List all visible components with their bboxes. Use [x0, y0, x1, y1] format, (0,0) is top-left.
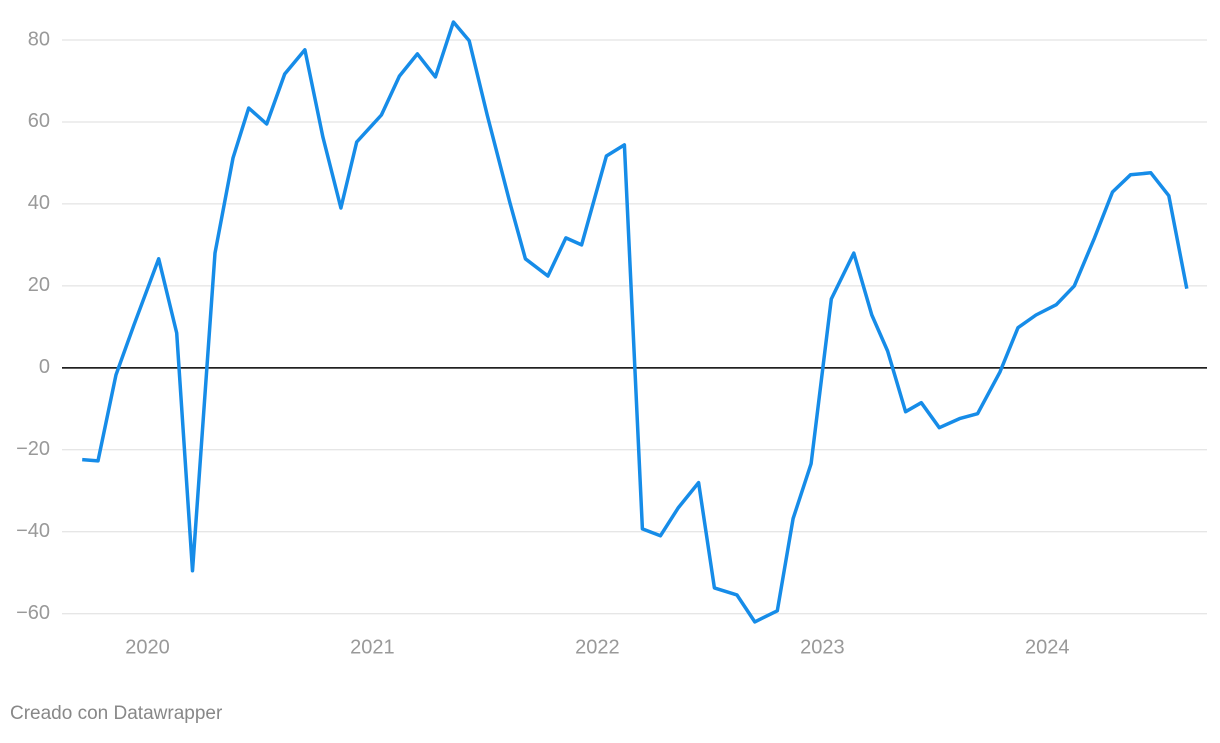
- x-tick-label: 2024: [1025, 636, 1070, 658]
- x-tick-label: 2020: [125, 636, 170, 658]
- y-tick-label: 60: [28, 110, 50, 132]
- y-tick-label: 0: [39, 356, 50, 378]
- line: [82, 20, 1189, 624]
- y-tick-label: 40: [28, 192, 50, 214]
- x-tick-label: 2022: [575, 636, 620, 658]
- credit: Creado con Datawrapper: [10, 703, 223, 724]
- y-tick-label: 80: [28, 28, 50, 50]
- x-tick-label: 2021: [350, 636, 395, 658]
- y-tick-label: −40: [16, 520, 50, 542]
- x-tick-label: 2023: [800, 636, 845, 658]
- y-tick-label: −20: [16, 438, 50, 460]
- y-tick-label: −60: [16, 602, 50, 624]
- y-tick-label: 20: [28, 274, 50, 296]
